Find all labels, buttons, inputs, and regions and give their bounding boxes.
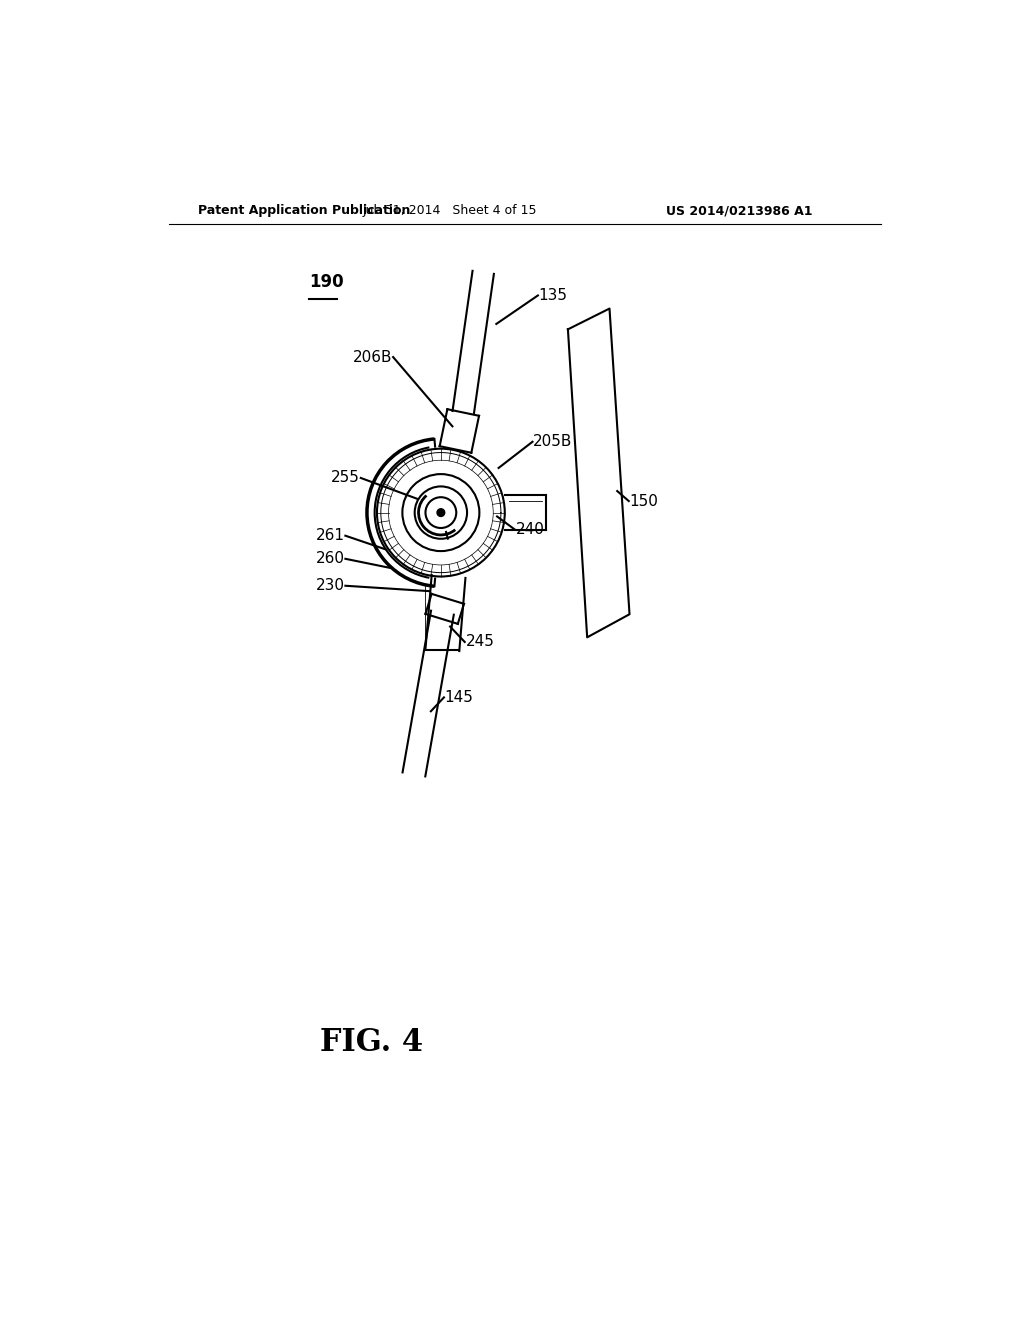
- Text: Patent Application Publication: Patent Application Publication: [199, 205, 411, 218]
- Text: 145: 145: [444, 690, 473, 705]
- Text: FIG. 4: FIG. 4: [321, 1027, 423, 1057]
- Text: 150: 150: [630, 494, 658, 508]
- Text: US 2014/0213986 A1: US 2014/0213986 A1: [666, 205, 812, 218]
- Text: 230: 230: [315, 578, 345, 593]
- Text: 135: 135: [539, 288, 567, 304]
- Text: 206B: 206B: [353, 350, 392, 364]
- Text: 255: 255: [331, 470, 360, 486]
- Text: 260: 260: [315, 552, 345, 566]
- Text: Jul. 31, 2014   Sheet 4 of 15: Jul. 31, 2014 Sheet 4 of 15: [362, 205, 538, 218]
- Text: 245: 245: [466, 635, 495, 649]
- Circle shape: [437, 508, 444, 516]
- Text: 190: 190: [309, 273, 344, 290]
- Text: 261: 261: [315, 528, 345, 544]
- Text: 205B: 205B: [534, 434, 572, 449]
- Text: 240: 240: [515, 521, 545, 537]
